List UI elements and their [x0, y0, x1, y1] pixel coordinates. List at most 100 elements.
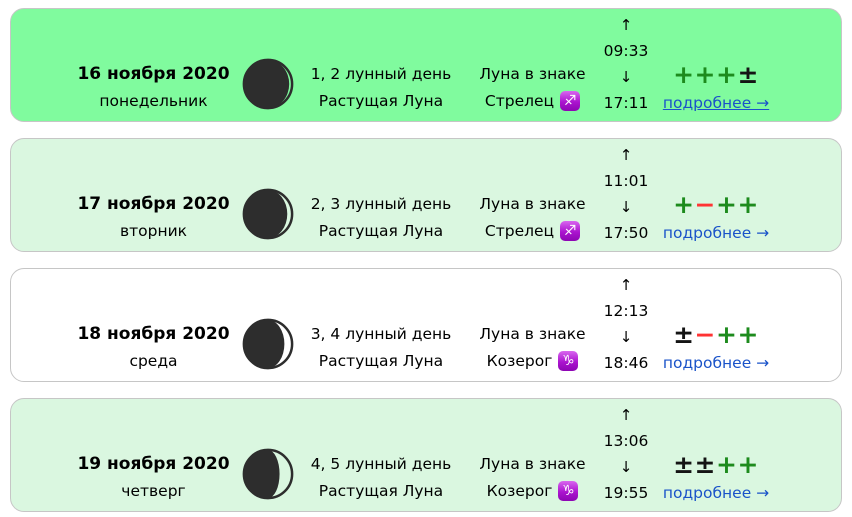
details-link[interactable]: подробнее → — [662, 354, 770, 372]
moon-times-block: ↑ 11:01 ↓ 17:50 — [598, 139, 654, 251]
moonset-time: 17:11 — [603, 94, 649, 112]
moon-times-block: ↑ 12:13 ↓ 18:46 — [598, 269, 654, 381]
rating-symbol-plus: + — [737, 190, 759, 219]
rating-symbol-plus: + — [716, 190, 738, 219]
details-link[interactable]: подробнее → — [662, 224, 770, 242]
zodiac-name: Козерог — [486, 352, 553, 370]
zodiac-block: Луна в знаке Козерог ♑ — [467, 399, 598, 511]
lunar-day-text: 3, 4 лунный день — [310, 325, 452, 343]
date-text: 16 ноября 2020 — [77, 64, 230, 84]
rating-symbol-plus: + — [716, 60, 738, 89]
date-text: 18 ноября 2020 — [77, 324, 230, 344]
calendar-day-row: 18 ноября 2020 среда 3, 4 лунный день Ра… — [10, 268, 842, 382]
moonrise-arrow-icon: ↑ — [619, 276, 633, 294]
lunar-day-block: 2, 3 лунный день Растущая Луна — [295, 139, 467, 251]
rating-symbol-plus: + — [737, 450, 759, 479]
moon-phase-icon — [242, 58, 294, 110]
rating-block: +−++ подробнее → — [654, 139, 778, 251]
zodiac-name: Стрелец — [484, 222, 555, 240]
rating-symbol-plus: + — [737, 320, 759, 349]
moonset-arrow-icon: ↓ — [619, 458, 633, 476]
zodiac-block: Луна в знаке Стрелец ♐ — [467, 139, 598, 251]
date-block: 19 ноября 2020 четверг — [11, 399, 241, 511]
date-text: 19 ноября 2020 — [77, 454, 230, 474]
day-rating: ±−++ — [673, 320, 759, 350]
moon-phase-icon — [242, 188, 294, 240]
moon-phase-block — [241, 269, 295, 381]
zodiac-label: Луна в знаке — [479, 455, 586, 473]
date-text: 17 ноября 2020 — [77, 194, 230, 214]
details-link[interactable]: подробнее → — [662, 94, 770, 112]
moon-phase-block — [241, 399, 295, 511]
moon-phase-block — [241, 139, 295, 251]
capricorn-icon: ♑ — [558, 481, 579, 501]
moonrise-time: 11:01 — [603, 172, 649, 190]
capricorn-icon: ♑ — [558, 351, 579, 371]
moonset-time: 19:55 — [603, 484, 649, 502]
zodiac-label: Луна в знаке — [479, 195, 586, 213]
zodiac-name: Козерог — [486, 482, 553, 500]
sagittarius-icon: ♐ — [560, 221, 581, 241]
moonset-time: 17:50 — [603, 224, 649, 242]
rating-symbol-neutral: ± — [673, 450, 695, 479]
day-rating: +−++ — [673, 190, 759, 220]
lunar-day-block: 4, 5 лунный день Растущая Луна — [295, 399, 467, 511]
moon-trend-text: Растущая Луна — [318, 482, 444, 500]
calendar-day-row: 19 ноября 2020 четверг 4, 5 лунный день … — [10, 398, 842, 512]
moonset-arrow-icon: ↓ — [619, 198, 633, 216]
lunar-day-block: 3, 4 лунный день Растущая Луна — [295, 269, 467, 381]
rating-symbol-plus: + — [694, 60, 716, 89]
rating-symbol-neutral: ± — [737, 60, 759, 89]
moon-phase-block — [241, 9, 295, 121]
moonrise-arrow-icon: ↑ — [619, 146, 633, 164]
day-rating: ±±++ — [673, 450, 759, 480]
rating-block: ±±++ подробнее → — [654, 399, 778, 511]
rating-symbol-plus: + — [716, 450, 738, 479]
rating-symbol-plus: + — [716, 320, 738, 349]
moonset-arrow-icon: ↓ — [619, 68, 633, 86]
moon-times-block: ↑ 09:33 ↓ 17:11 — [598, 9, 654, 121]
rating-block: ±−++ подробнее → — [654, 269, 778, 381]
moonset-arrow-icon: ↓ — [619, 328, 633, 346]
weekday-text: понедельник — [99, 92, 208, 110]
date-block: 16 ноября 2020 понедельник — [11, 9, 241, 121]
rating-symbol-plus: + — [673, 190, 695, 219]
moonset-time: 18:46 — [603, 354, 649, 372]
lunar-day-block: 1, 2 лунный день Растущая Луна — [295, 9, 467, 121]
zodiac-block: Луна в знаке Козерог ♑ — [467, 269, 598, 381]
moon-trend-text: Растущая Луна — [318, 222, 444, 240]
rating-symbol-minus: − — [694, 320, 716, 349]
moonrise-time: 13:06 — [603, 432, 649, 450]
date-block: 17 ноября 2020 вторник — [11, 139, 241, 251]
moonrise-time: 12:13 — [603, 302, 649, 320]
details-link[interactable]: подробнее → — [662, 484, 770, 502]
lunar-day-text: 1, 2 лунный день — [310, 65, 452, 83]
moon-phase-icon — [242, 318, 294, 370]
moon-trend-text: Растущая Луна — [318, 352, 444, 370]
weekday-text: вторник — [119, 222, 188, 240]
rating-symbol-plus: + — [673, 60, 695, 89]
calendar-day-row: 16 ноября 2020 понедельник 1, 2 лунный д… — [10, 8, 842, 122]
moonrise-time: 09:33 — [603, 42, 649, 60]
rating-symbol-minus: − — [694, 190, 716, 219]
weekday-text: четверг — [121, 482, 186, 500]
rating-symbol-neutral: ± — [694, 450, 716, 479]
moon-phase-icon — [242, 448, 294, 500]
lunar-day-text: 2, 3 лунный день — [310, 195, 452, 213]
zodiac-label: Луна в знаке — [479, 65, 586, 83]
zodiac-label: Луна в знаке — [479, 325, 586, 343]
calendar-day-row: 17 ноября 2020 вторник 2, 3 лунный день … — [10, 138, 842, 252]
moon-times-block: ↑ 13:06 ↓ 19:55 — [598, 399, 654, 511]
moonrise-arrow-icon: ↑ — [619, 16, 633, 34]
moonrise-arrow-icon: ↑ — [619, 406, 633, 424]
zodiac-block: Луна в знаке Стрелец ♐ — [467, 9, 598, 121]
day-rating: +++± — [673, 60, 759, 90]
weekday-text: среда — [129, 352, 178, 370]
sagittarius-icon: ♐ — [560, 91, 581, 111]
lunar-day-text: 4, 5 лунный день — [310, 455, 452, 473]
rating-symbol-neutral: ± — [673, 320, 695, 349]
zodiac-name: Стрелец — [484, 92, 555, 110]
rating-block: +++± подробнее → — [654, 9, 778, 121]
date-block: 18 ноября 2020 среда — [11, 269, 241, 381]
moon-trend-text: Растущая Луна — [318, 92, 444, 110]
